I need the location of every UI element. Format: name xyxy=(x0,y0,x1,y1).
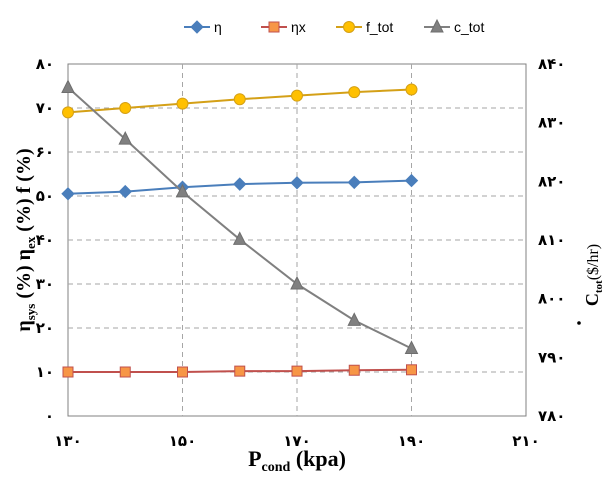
data-point-x xyxy=(291,365,303,377)
series-layer xyxy=(61,79,419,378)
data-point-ftot xyxy=(233,93,246,106)
x-axis-ticks: ۱۳۰ ۱۵۰ ۱۷۰ ۱۹۰ ۲۱۰ xyxy=(54,432,539,450)
data-point-eta xyxy=(290,176,304,190)
legend-label-ftot: f_tot xyxy=(366,19,393,35)
y-left-tick-label: ۵۰ xyxy=(36,187,54,205)
y-right-tick-label: ۸۳۰ xyxy=(538,114,565,132)
x-axis-label: Pcond (kpa) xyxy=(248,446,346,475)
y-axis-right-label: Ctot($/hr) xyxy=(577,244,605,325)
data-point-eta xyxy=(347,175,361,190)
data-point-ctot xyxy=(118,130,133,145)
data-point-ctot xyxy=(61,79,75,93)
data-point-eta xyxy=(61,187,75,201)
y-left-tick-label: ۱۰ xyxy=(36,363,54,381)
y-right-tick-label: ۸۰۰ xyxy=(538,290,565,308)
y-axis-left-label: ηsys (%) ηex (%) f (%) xyxy=(13,148,38,331)
x-tick-label: ۱۵۰ xyxy=(169,432,196,450)
data-point-ftot xyxy=(176,97,189,110)
svg-text:Ctot($/hr): Ctot($/hr) xyxy=(582,244,605,306)
data-point-x xyxy=(348,364,360,376)
y-right-tick-label: ۸۱۰ xyxy=(538,231,565,249)
data-point-eta xyxy=(118,184,132,199)
legend-label-x: ηx xyxy=(291,19,306,35)
data-point-ctot xyxy=(175,183,190,198)
legend-marker-ctot xyxy=(430,18,444,33)
legend-label-eta: η xyxy=(214,19,222,35)
y-right-tick-label: ۷۸۰ xyxy=(538,407,565,425)
data-point-ftot xyxy=(348,86,361,99)
legend-marker-eta xyxy=(190,20,204,34)
legend-marker-ftot xyxy=(343,21,355,33)
data-point-x xyxy=(177,366,188,378)
y-left-tick-label: ۶۰ xyxy=(36,143,54,161)
y-left-tick-label: ۲۰ xyxy=(36,319,54,337)
y-left-tick-label: ۸۰ xyxy=(36,55,54,73)
y-right-tick-label: ۸۴۰ xyxy=(538,55,565,73)
data-point-ctot xyxy=(347,312,362,326)
data-point-x xyxy=(119,366,131,378)
x-tick-label: ۱۹۰ xyxy=(398,432,425,450)
y-left-tick-label: ۳۰ xyxy=(36,275,54,293)
data-point-ctot xyxy=(232,231,247,245)
data-point-ftot xyxy=(405,83,418,96)
data-point-ctot xyxy=(404,340,419,355)
data-point-eta xyxy=(404,173,419,188)
y-left-tick-label: ۰ xyxy=(45,407,54,425)
data-point-ftot xyxy=(119,102,132,114)
y-right-tick-label: ۷۹۰ xyxy=(538,348,565,366)
data-point-ftot xyxy=(291,89,303,102)
y-left-tick-label: ۴۰ xyxy=(36,231,54,249)
legend-marker-x xyxy=(268,21,280,33)
y-axis-right-ticks: ۷۸۰ ۷۹۰ ۸۰۰ ۸۱۰ ۸۲۰ ۸۳۰ ۸۴۰ xyxy=(538,55,565,425)
x-tick-label: ۲۱۰ xyxy=(512,432,539,450)
y-axis-left-ticks: ۰ ۱۰ ۲۰ ۳۰ ۴۰ ۵۰ ۶۰ ۷۰ ۸۰ xyxy=(36,55,54,425)
data-point-eta xyxy=(233,177,247,191)
data-point-ftot xyxy=(62,106,74,119)
y-right-tick-label: ۸۲۰ xyxy=(538,172,565,190)
x-tick-label: ۱۳۰ xyxy=(54,432,81,450)
legend: η ηx f_tot c_tot xyxy=(184,18,484,35)
legend-label-ctot: c_tot xyxy=(454,19,484,35)
data-point-x xyxy=(62,366,74,378)
data-point-x xyxy=(234,365,246,377)
x-tick-label: ۱۷۰ xyxy=(283,432,310,450)
y-left-tick-label: ۷۰ xyxy=(36,99,54,117)
data-point-ctot xyxy=(290,275,304,290)
data-point-x xyxy=(406,364,417,376)
